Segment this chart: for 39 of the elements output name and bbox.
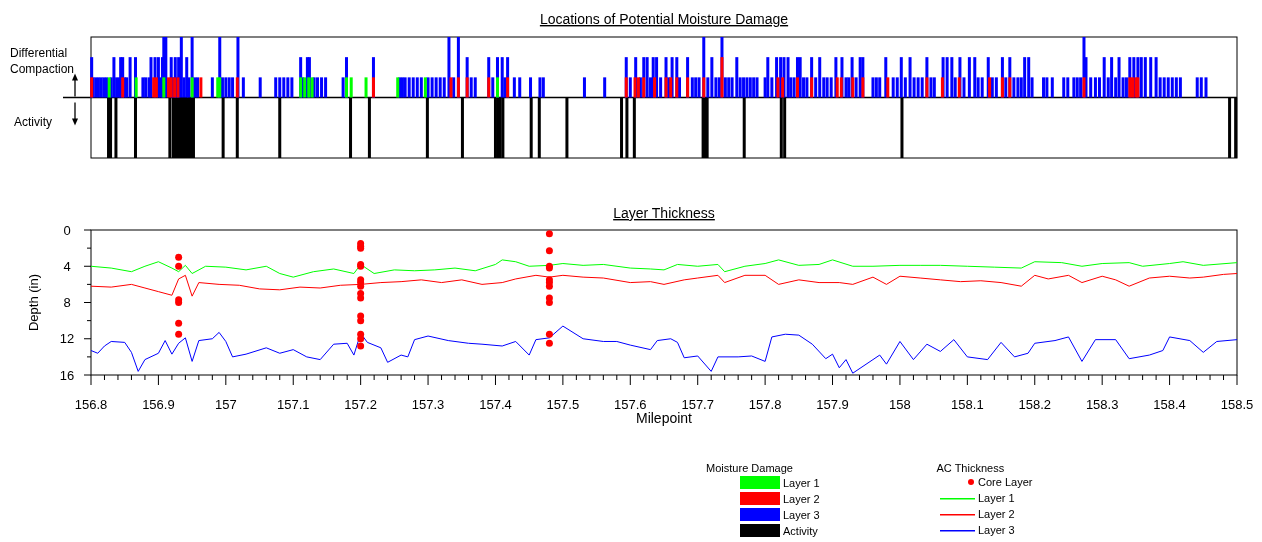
- text: Activity: [14, 114, 53, 129]
- x-tick-label: 157.9: [816, 397, 849, 412]
- chart-title: Layer Thickness: [613, 205, 715, 221]
- y-tick-label: 12: [59, 331, 75, 347]
- y-tick-label: 0: [63, 222, 71, 238]
- legend-title: Moisture Damage: [706, 462, 793, 474]
- legend-label: Layer 1: [783, 477, 820, 489]
- x-tick-label: 157.1: [276, 397, 310, 412]
- x-tick-label: 158.4: [1153, 397, 1186, 412]
- y-tick-label: 8: [63, 295, 71, 310]
- y-tick-label: 4: [63, 258, 71, 274]
- x-tick-label: 157.2: [344, 397, 377, 412]
- x-tick-label: 158.2: [1018, 397, 1052, 412]
- x-tick-label: 158.1: [951, 397, 984, 412]
- legend-label: Layer 2: [978, 508, 1015, 520]
- y-tick-label: 16: [59, 367, 75, 383]
- x-tick-label: 158: [889, 397, 911, 412]
- chart-title: Locations of Potential Moisture Damage: [539, 11, 789, 27]
- legend-label: Layer 3: [978, 524, 1015, 536]
- y-axis-title: Depth (in): [26, 273, 41, 332]
- x-tick-label: 156.9: [142, 397, 175, 412]
- x-tick-label: 156.8: [74, 397, 108, 412]
- legend-title: AC Thickness: [936, 462, 1005, 474]
- x-tick-label: 158.5: [1220, 397, 1254, 412]
- legend-label: Core Layer: [978, 476, 1033, 488]
- x-tick-label: 157.5: [546, 397, 580, 412]
- x-tick-label: 157.3: [411, 397, 445, 412]
- x-tick-label: 157.7: [681, 397, 714, 412]
- x-tick-label: 158.3: [1085, 397, 1119, 412]
- x-tick-label: 157.4: [479, 397, 512, 412]
- x-tick-label: 157: [214, 397, 237, 412]
- legend-label: Layer 2: [783, 493, 820, 505]
- x-tick-label: 157.8: [748, 397, 782, 412]
- legend-label: Activity: [783, 525, 819, 537]
- legend-label: Layer 1: [978, 492, 1015, 504]
- x-axis-title: Milepoint: [635, 410, 693, 426]
- legend-label: Layer 3: [783, 509, 820, 521]
- text: Differential Compaction: [10, 46, 75, 77]
- x-tick-label: 157.6: [614, 397, 647, 412]
